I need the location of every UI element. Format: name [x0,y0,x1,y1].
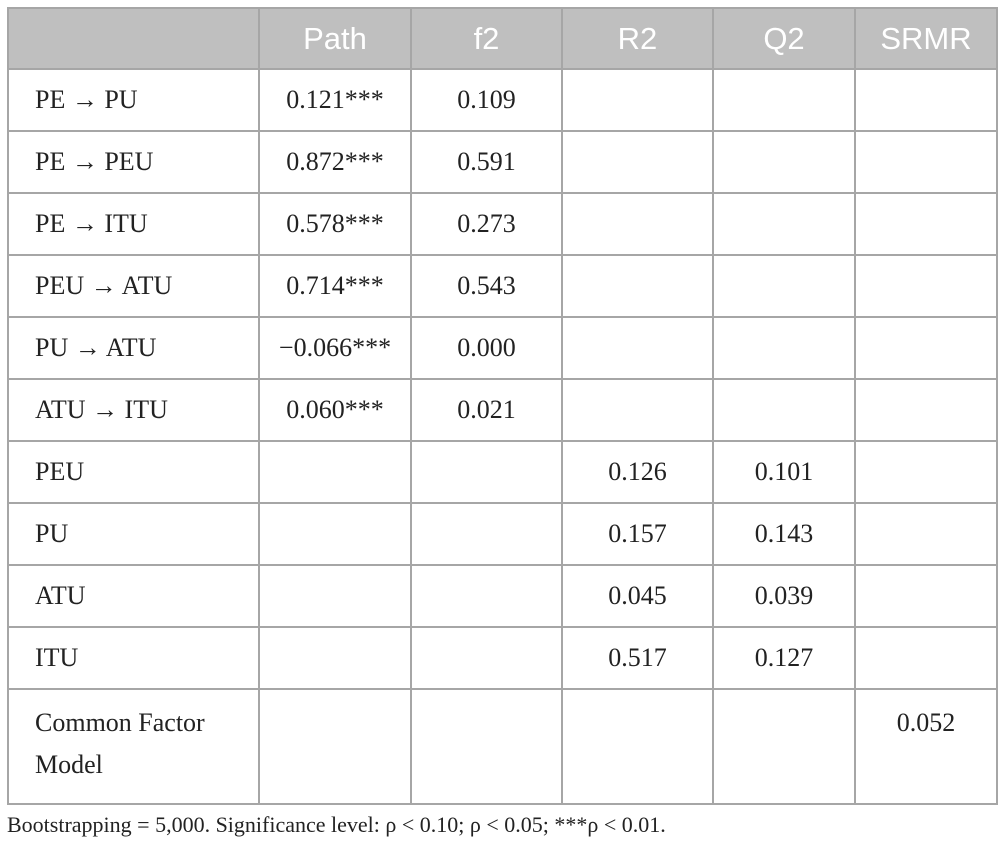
row-label: PU → ATU [7,316,260,380]
table-cell [854,130,998,194]
table-cell: 0.045 [561,564,714,628]
table-cell [258,564,412,628]
table-wrap: Path f2 R2 Q2 SRMR PE → PU 0.121*** 0.109 PE → … [7,7,998,805]
table-cell [854,316,998,380]
table-cell: 0.121*** [258,68,412,132]
table-cell: 0.578*** [258,192,412,256]
table-body: PE → PU 0.121*** 0.109 PE → PEU 0.872*** 0.59… [7,68,998,805]
row-label: ATU → ITU [7,378,260,442]
table-cell [561,688,714,805]
table-row: ITU 0.517 0.127 [7,626,998,690]
table-row: PE → PEU 0.872*** 0.591 [7,130,998,194]
table-row: PE → ITU 0.578*** 0.273 [7,192,998,256]
table-cell: 0.109 [410,68,563,132]
header-cell: SRMR [854,7,998,70]
table-cell [854,254,998,318]
table-cell [712,130,856,194]
header-row: Path f2 R2 Q2 SRMR [7,7,998,70]
table-cell: 0.591 [410,130,563,194]
row-label: PE → ITU [7,192,260,256]
table-cell [561,316,714,380]
table-cell [854,564,998,628]
table-cell [712,68,856,132]
table-cell [410,502,563,566]
table-row: PE → PU 0.121*** 0.109 [7,68,998,132]
row-label: PEU [7,440,260,504]
table-cell [561,192,714,256]
table-cell: 0.543 [410,254,563,318]
table-cell [854,626,998,690]
table-cell [854,68,998,132]
table-cell: 0.273 [410,192,563,256]
table-cell: 0.127 [712,626,856,690]
table-cell: 0.143 [712,502,856,566]
table-cell [410,626,563,690]
table-cell [712,254,856,318]
table-row: ATU → ITU 0.060*** 0.021 [7,378,998,442]
table-cell: 0.021 [410,378,563,442]
table-cell [712,316,856,380]
row-label: ATU [7,564,260,628]
row-label: ITU [7,626,260,690]
table-cell [410,564,563,628]
table-cell: −0.066*** [258,316,412,380]
row-label: Common Factor Model [7,688,260,805]
table-cell: 0.000 [410,316,563,380]
table-row: PEU 0.126 0.101 [7,440,998,504]
row-label: PU [7,502,260,566]
row-label: PE → PU [7,68,260,132]
table-cell [712,378,856,442]
table-cell [410,440,563,504]
header-cell [7,7,260,70]
header-cell: Q2 [712,7,856,70]
table-row: ATU 0.045 0.039 [7,564,998,628]
table-cell: 0.052 [854,688,998,805]
table-cell: 0.126 [561,440,714,504]
table-cell: 0.157 [561,502,714,566]
table-cell: 0.714*** [258,254,412,318]
footnote: Bootstrapping = 5,000. Significance leve… [7,812,666,837]
table-row: PU → ATU −0.066*** 0.000 [7,316,998,380]
table-cell [258,626,412,690]
table-cell: 0.872*** [258,130,412,194]
table-cell [561,254,714,318]
table-cell: 0.039 [712,564,856,628]
results-table: Path f2 R2 Q2 SRMR PE → PU 0.121*** 0.109 PE → … [7,7,998,805]
table-cell [712,688,856,805]
header-cell: Path [258,7,412,70]
table-row: PU 0.157 0.143 [7,502,998,566]
table-cell [561,68,714,132]
table-row: PEU → ATU 0.714*** 0.543 [7,254,998,318]
table-cell: 0.060*** [258,378,412,442]
row-label: PEU → ATU [7,254,260,318]
table-cell [854,378,998,442]
table-cell [258,502,412,566]
table-cell [561,130,714,194]
table-cell [258,688,412,805]
table-cell [561,378,714,442]
table-row: Common Factor Model 0.052 [7,688,998,805]
header-cell: f2 [410,7,563,70]
header-cell: R2 [561,7,714,70]
table-cell [854,192,998,256]
row-label: PE → PEU [7,130,260,194]
table-cell: 0.517 [561,626,714,690]
table-cell [854,502,998,566]
table-cell [410,688,563,805]
table-cell [854,440,998,504]
table-cell: 0.101 [712,440,856,504]
table-cell [712,192,856,256]
table-cell [258,440,412,504]
